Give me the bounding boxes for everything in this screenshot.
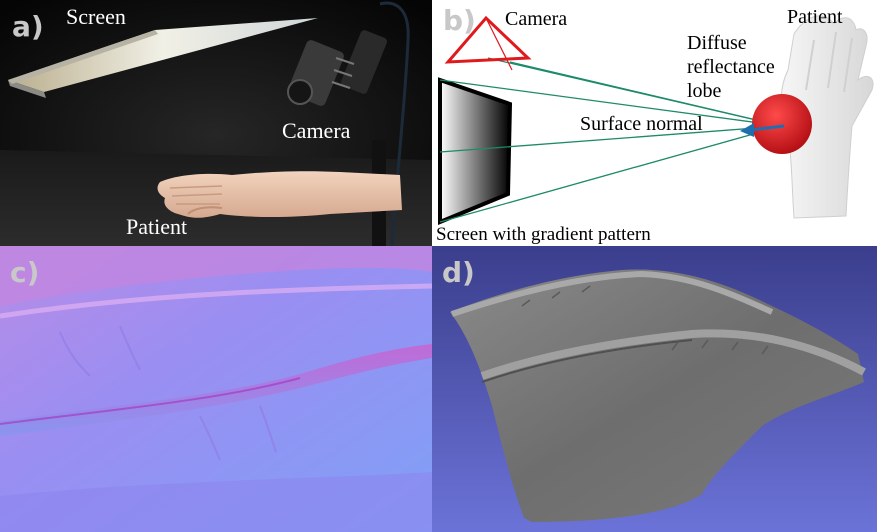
panel-b-drawing (432, 0, 877, 246)
reconstructed-surface (450, 269, 866, 522)
panel-b-label-patient: Patient (787, 6, 843, 28)
panel-b-label-lobe-line2: reflectance (687, 56, 775, 78)
panel-b-diagram (432, 0, 877, 246)
panel-a-letter: a) (12, 10, 44, 43)
panel-c-image (0, 246, 432, 532)
panel-b-label-lobe-line3: lobe (687, 80, 722, 102)
panel-c-letter: c) (10, 256, 40, 289)
camera-frustum (444, 15, 532, 71)
panel-a-label-patient: Patient (126, 214, 188, 239)
panel-d-3d-surface (432, 246, 877, 532)
panel-a-photo (0, 0, 432, 246)
light-rays (439, 57, 783, 223)
panel-b-label-lobe-line1: Diffuse (687, 32, 747, 54)
panel-b-label-surface-normal: Surface normal (580, 113, 703, 135)
panel-b-label-screen: Screen with gradient pattern (436, 224, 651, 245)
panel-d-image (432, 246, 877, 532)
panel-a-label-screen: Screen (66, 4, 126, 29)
panel-b-letter: b) (443, 4, 476, 37)
panel-d-letter: d) (442, 256, 475, 289)
screen-device (8, 18, 318, 98)
gradient-screen (438, 77, 513, 225)
panel-c-normal-map (0, 246, 432, 532)
diffuse-lobe (752, 94, 812, 154)
patient-hand (157, 171, 402, 218)
surface-normal-arrow (740, 123, 785, 137)
panel-a-label-camera: Camera (282, 118, 351, 143)
panel-a-scene (0, 0, 432, 246)
panel-b-label-camera: Camera (505, 8, 568, 30)
